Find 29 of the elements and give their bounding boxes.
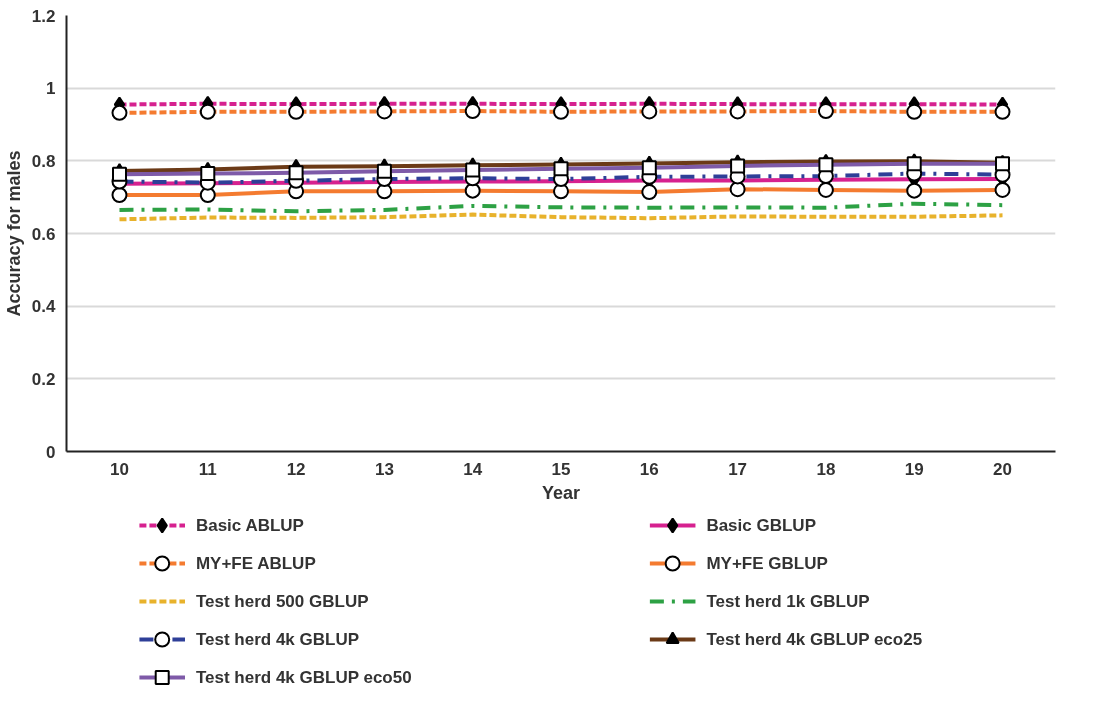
- x-tick-label: 17: [728, 459, 748, 479]
- y-axis-title: Accuracy for males: [3, 150, 24, 317]
- legend-label: Test herd 4k GBLUP eco50: [195, 668, 412, 687]
- x-tick-label: 10: [110, 459, 129, 479]
- y-tick-label: 1.2: [31, 6, 56, 26]
- y-tick-label: 0.8: [31, 151, 56, 171]
- y-tick-label: 0: [46, 442, 56, 462]
- legend-label: Basic GBLUP: [706, 516, 816, 535]
- x-tick-label: 19: [904, 459, 924, 479]
- legend-label: Basic ABLUP: [195, 516, 304, 535]
- legend-label: Test herd 1k GBLUP: [706, 592, 870, 611]
- y-tick-label: 0.6: [31, 224, 56, 244]
- x-tick-label: 13: [374, 459, 394, 479]
- x-tick-label: 11: [198, 459, 217, 479]
- x-axis-title: Year: [541, 482, 581, 503]
- legend-label: MY+FE GBLUP: [706, 554, 828, 573]
- legend-label: Test herd 500 GBLUP: [195, 592, 369, 611]
- x-tick-label: 14: [463, 459, 483, 479]
- x-tick-label: 15: [551, 459, 571, 479]
- y-tick-label: 0.2: [31, 369, 56, 389]
- x-tick-label: 12: [286, 459, 306, 479]
- legend-label: Test herd 4k GBLUP: [195, 630, 360, 649]
- x-tick-label: 20: [993, 459, 1012, 479]
- x-tick-label: 18: [816, 459, 836, 479]
- x-tick-label: 16: [639, 459, 659, 479]
- legend-label: MY+FE ABLUP: [195, 554, 316, 573]
- legend-label: Test herd 4k GBLUP eco25: [706, 630, 923, 649]
- y-tick-label: 1: [46, 79, 56, 99]
- y-tick-label: 0.4: [31, 297, 57, 317]
